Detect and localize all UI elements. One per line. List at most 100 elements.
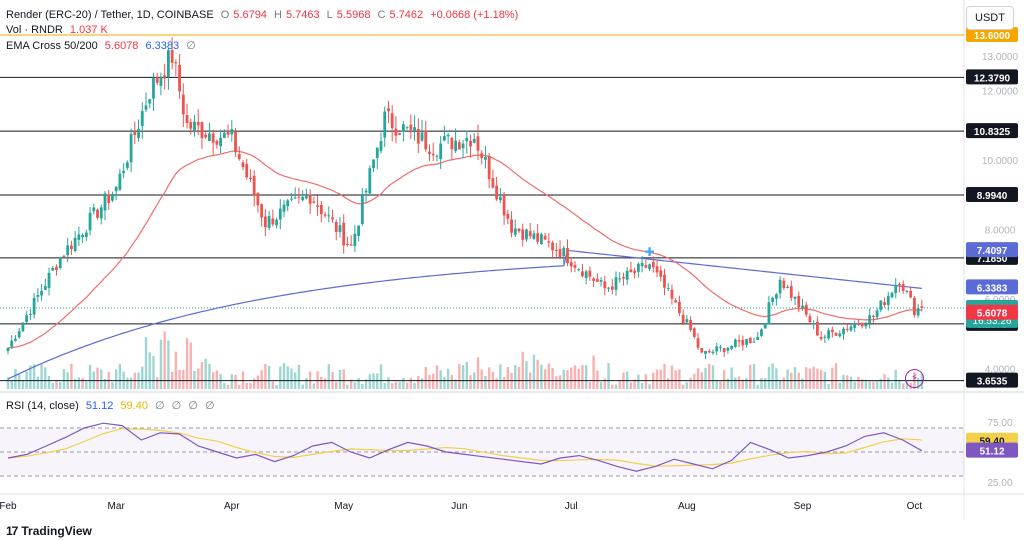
candle-body [599, 280, 603, 282]
candle-body [331, 217, 334, 220]
volume-bar [286, 366, 289, 389]
candle-body [129, 134, 133, 163]
volume-bar [383, 383, 386, 389]
volume-bar [443, 377, 446, 389]
volume-bar [185, 338, 189, 389]
volume-bar [614, 384, 618, 389]
volume-bar [499, 364, 502, 389]
volume-bar [603, 378, 606, 389]
volume-bar [629, 382, 633, 389]
candle-body [812, 323, 816, 325]
volume-bar [514, 365, 517, 389]
volume-bar [335, 381, 338, 389]
candle-body [446, 134, 450, 137]
candle-body [689, 320, 692, 330]
volume-bar [573, 365, 577, 389]
volume-bar [607, 363, 610, 389]
candle-body [726, 347, 730, 351]
volume-bar [674, 370, 677, 389]
candle-body [263, 216, 267, 228]
candle-body [592, 278, 596, 281]
volume-bar [249, 383, 252, 389]
volume-bar [182, 369, 185, 389]
candle-body [595, 278, 599, 282]
volume-bar [487, 367, 491, 389]
candle-body [528, 231, 532, 237]
volume-bar [633, 379, 636, 389]
candle-body [390, 113, 394, 129]
flash-icon[interactable]: ⚡ [905, 369, 924, 388]
volume-bar [864, 379, 868, 389]
candle-body [323, 214, 327, 216]
candle-body [25, 315, 29, 323]
candle-body [47, 272, 51, 288]
candle-body [237, 153, 241, 160]
volume-bar [81, 377, 84, 389]
candle-body [401, 124, 405, 132]
volume-bar [264, 363, 267, 389]
volume-bar [47, 375, 51, 389]
volume-bar [793, 367, 797, 389]
volume-bar [846, 375, 849, 389]
volume-bar [349, 379, 353, 389]
volume-bar [711, 365, 715, 389]
candle-body [379, 141, 383, 151]
candle-body [704, 350, 707, 354]
candle-body [577, 269, 581, 271]
volume-bar [667, 378, 670, 389]
volume-bar [696, 368, 700, 389]
volume-bar [275, 384, 278, 389]
volume-bar [745, 378, 748, 389]
volume-bar [59, 382, 62, 389]
volume-bar [819, 369, 823, 389]
candle-body [413, 127, 416, 131]
candle-body [607, 287, 610, 289]
volume-bar [521, 351, 524, 389]
candle-body [793, 296, 797, 299]
high-value: 5.7463 [285, 9, 320, 21]
candle-body [782, 280, 786, 288]
volume-bar [346, 384, 349, 389]
volume-bar [812, 366, 815, 389]
volume-bar [357, 377, 360, 389]
candle-body [103, 193, 107, 211]
volume-legend: Vol · RNDR 1.037 K [6, 24, 112, 36]
candle-body [816, 321, 819, 336]
volume-bar [51, 383, 54, 389]
volume-bar [282, 363, 286, 389]
candle-body [450, 137, 454, 150]
volume-bar [547, 363, 551, 389]
level-price-tag [966, 187, 1018, 203]
candle-body [122, 170, 126, 174]
volume-bar [461, 364, 465, 389]
volume-bar [44, 367, 47, 389]
volume-bar [592, 355, 595, 389]
volume-bar [834, 363, 838, 389]
price-tag-label: 6.3383 [977, 283, 1008, 294]
volume-bar [223, 382, 226, 389]
rsi-legend: RSI (14, close) 51.12 59.40 ∅ ∅ ∅ ∅ [6, 399, 219, 412]
ema-legend: EMA Cross 50/200 5.6078 6.3383 ∅ [6, 39, 200, 52]
candle-body [21, 322, 25, 332]
volume-bar [290, 368, 293, 389]
time-tick-label: Aug [678, 501, 696, 512]
volume-bar [156, 377, 159, 389]
ema-slow-value: 6.3383 [145, 40, 180, 52]
candle-body [114, 186, 118, 192]
candle-body [506, 213, 510, 219]
candle-body [763, 323, 767, 329]
candle-body [532, 233, 536, 239]
volume-bar [100, 369, 103, 389]
volume-label: Vol · RNDR [6, 24, 63, 36]
volume-bar [226, 384, 230, 389]
volume-bar [805, 367, 808, 389]
volume-bar [144, 337, 148, 389]
volume-bar [860, 379, 864, 389]
volume-bar [267, 365, 271, 389]
candle-body [297, 196, 301, 198]
candle-body [558, 249, 562, 257]
candle-body [137, 129, 140, 139]
ema-fast-value: 5.6078 [104, 40, 139, 52]
currency-button[interactable]: USDT [966, 6, 1014, 30]
